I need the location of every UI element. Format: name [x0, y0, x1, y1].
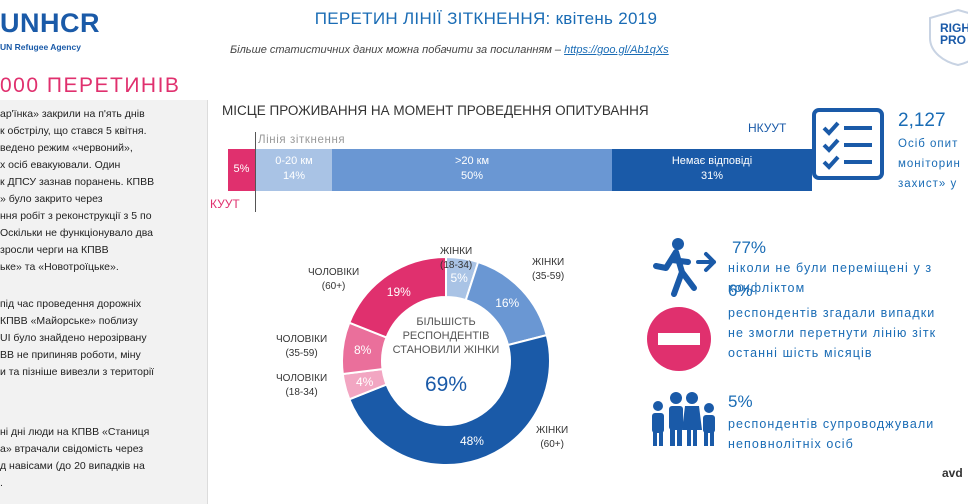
gender-donut-chart: 5% 16% 48% 4% 8% 19% БІЛЬШІСТЬ РЕСПОНДЕН…: [340, 255, 552, 467]
residence-section-title: МІСЦЕ ПРОЖИВАННЯ НА МОМЕНТ ПРОВЕДЕННЯ ОП…: [222, 103, 649, 118]
kuut-baseline: [228, 190, 244, 191]
logo-subtitle: UN Refugee Agency: [0, 42, 81, 52]
caption-women-60plus: ЖІНКИ (60+): [536, 425, 569, 450]
caption-men-60plus: ЧОЛОВІКИ (60+): [308, 267, 360, 292]
segment-value-men-60plus: 19%: [386, 284, 411, 299]
family-icon: [644, 392, 720, 448]
caption-men-35-59: ЧОЛОВІКИ (35-59): [276, 334, 328, 359]
caption-men-18-34: ЧОЛОВІКИ (18-34): [276, 373, 328, 398]
respondents-count: 2,127: [898, 110, 946, 131]
never-displaced-value: 77%: [732, 238, 767, 257]
segment-value-women-60plus: 48%: [459, 433, 484, 448]
segment-value-women-18-34: 5%: [450, 271, 468, 286]
badge-text-line-2: PRO: [940, 33, 967, 47]
bar-0-20km-label: 0-20 км: [275, 155, 313, 167]
bar-no-answer: Немає відповіді 31%: [612, 149, 812, 191]
donut-segment-men-60plus: [348, 255, 447, 339]
bar-over-20km-label: >20 км: [454, 155, 490, 167]
badge-text-line-1: RIGH: [940, 21, 968, 35]
bar-over-20km: >20 км 50%: [332, 149, 612, 191]
badge-text: RIGH PRO: [940, 22, 968, 46]
bar-no-answer-label: Немає відповіді: [671, 155, 753, 167]
accompanied-text: респондентів супроводжували неповнолітні…: [728, 417, 935, 451]
bar-kuut: 5%: [228, 149, 255, 191]
nkuut-label: НКУУТ: [748, 121, 787, 135]
no-entry-icon: [646, 306, 712, 372]
segment-value-men-18-34: 4%: [355, 374, 374, 389]
never-displaced-text: ніколи не були переміщені у з конфліктом: [728, 261, 933, 295]
respondents-text: Осіб опит моніторин захист» у: [898, 138, 961, 190]
left-paragraph-2: під час проведення дорожніх КПВВ «Майорс…: [0, 298, 155, 378]
segment-value-women-35-59: 16%: [495, 296, 520, 311]
crossings-heading: 000 ПЕРЕТИНІВ: [0, 74, 181, 97]
donut-svg: [341, 255, 551, 466]
donut-segment-women-60plus: [348, 333, 551, 466]
unhcr-logo: UNHCR UN Refugee Agency: [0, 8, 100, 58]
subtitle: Більше статистичних даних можна побачити…: [230, 44, 669, 56]
running-person-icon: [648, 238, 720, 298]
watermark: avd: [942, 466, 963, 480]
bar-over-20km-value: 50%: [460, 170, 484, 182]
logo-text: UNHCR: [0, 8, 100, 38]
contact-line-label: Лінія зіткнення: [258, 134, 346, 146]
checklist-icon: [812, 108, 884, 180]
rights-badge: RIGH PRO: [928, 8, 968, 66]
bar-kuut-value: 5%: [233, 163, 250, 175]
page-title: ПЕРЕТИН ЛІНІЇ ЗІТКНЕННЯ: квітень 2019: [314, 9, 658, 28]
left-paragraph-3: ні дні люди на КПВВ «Станиця а» втрачали…: [0, 426, 150, 489]
bar-no-answer-value: 31%: [700, 170, 724, 182]
left-paragraph-1: ар'їнка» закрили на п'ять днів к обстріл…: [0, 108, 155, 273]
bar-0-20km-value: 14%: [282, 170, 306, 182]
shield-icon: [929, 8, 968, 66]
accompanied-value: 5%: [728, 392, 753, 411]
subtitle-text: Більше статистичних даних можна побачити…: [230, 44, 565, 56]
segment-value-men-35-59: 8%: [353, 343, 372, 358]
left-panel: ар'їнка» закрили на п'ять днів к обстріл…: [0, 100, 208, 504]
bar-0-20km: 0-20 км 14%: [256, 149, 332, 191]
caption-women-18-34: ЖІНКИ (18-34): [440, 246, 473, 271]
donut-center-text: БІЛЬШІСТЬ РЕСПОНДЕНТІВ СТАНОВИЛИ ЖІНКИ: [392, 316, 500, 356]
kuut-label: КУУТ: [210, 197, 240, 211]
stats-link[interactable]: https://goo.gl/Ab1qXs: [564, 44, 669, 56]
could-not-cross-value: 6%: [728, 281, 753, 300]
donut-center-value: 69%: [424, 373, 468, 396]
could-not-cross-text: респондентів згадали випадки не змогли п…: [728, 306, 937, 360]
contact-line-divider: [255, 132, 256, 212]
caption-women-35-59: ЖІНКИ (35-59): [532, 257, 565, 282]
